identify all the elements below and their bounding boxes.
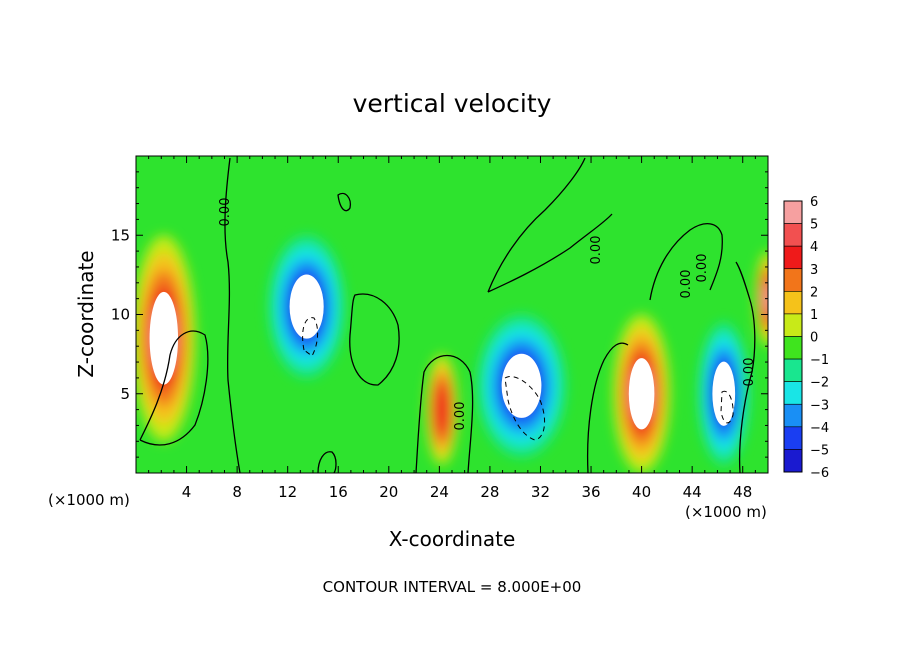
zero-contour-line (735, 261, 756, 473)
x-tick-label: 36 (581, 483, 600, 501)
contour-label: 0.00 (679, 270, 694, 299)
contour-label: 0.00 (695, 254, 710, 283)
y-tick-label: 5 (120, 385, 130, 403)
chart-title: vertical velocity (353, 89, 552, 118)
colorbar-swatch (783, 426, 803, 450)
colorbar-label: −5 (810, 443, 829, 458)
dashed-contour-line (302, 317, 319, 357)
x-axis: 4 8 12 16 20 24 28 32 36 40 44 48 (148, 156, 756, 501)
y-axis: 5 10 15 (111, 171, 768, 458)
colorbar-label: −4 (810, 421, 829, 436)
x-unit-label: (×1000 m) (48, 491, 130, 509)
contour-label: 0.00 (453, 402, 468, 431)
x-tick-label: 28 (480, 483, 499, 501)
x-tick-label: 24 (430, 483, 449, 501)
contour-label: 0.00 (589, 236, 604, 265)
colorbar-label: −6 (810, 466, 829, 481)
velocity-cell-core (628, 358, 655, 430)
colorbar-swatch (783, 381, 803, 405)
colorbar-swatch (783, 291, 803, 315)
x-tick-label: 16 (329, 483, 348, 501)
colorbar-swatch (783, 223, 803, 247)
colorbar-swatch (783, 200, 803, 224)
x-tick-label: 48 (733, 483, 752, 501)
dashed-contour-line (720, 390, 734, 424)
x-tick-label: 8 (232, 483, 242, 501)
zero-contour-line (317, 451, 337, 473)
x-tick-label: 44 (683, 483, 702, 501)
velocity-cell-core (501, 353, 542, 418)
x-tick-label: 12 (278, 483, 297, 501)
y-axis-label: Z-coordinate (74, 250, 98, 377)
x-tick-label: 40 (632, 483, 651, 501)
velocity-field (136, 235, 768, 473)
velocity-cell-core (289, 274, 324, 339)
colorbar-swatch (783, 403, 803, 428)
contour-label: 0.00 (218, 198, 233, 227)
x-unit-label-right: (×1000 m) (685, 503, 767, 521)
colorbar-swatch (783, 268, 803, 292)
colorbar-label: 6 (810, 195, 818, 210)
colorbar-swatch (783, 336, 803, 360)
colorbar-label: 3 (810, 263, 818, 278)
colorbar-swatch (783, 449, 803, 473)
zero-contour-line (224, 157, 241, 473)
dashed-contour-line (504, 376, 546, 441)
zero-contour-line (415, 355, 474, 473)
zero-contour-line (337, 192, 351, 212)
y-tick-label: 15 (111, 226, 130, 244)
x-tick-label: 4 (182, 483, 192, 501)
colorbar: 6 5 4 3 2 1 0 −1 −2 −3 −4 −5 −6 (783, 195, 829, 481)
contour-interval-note: CONTOUR INTERVAL = 8.000E+00 (323, 578, 582, 596)
zero-contour-line (587, 342, 629, 473)
zero-contour-line (139, 330, 209, 446)
zero-contours: 0.00 0.00 0.00 0.00 0.00 0.00 (139, 157, 757, 473)
velocity-cell (436, 391, 447, 428)
colorbar-label: −3 (810, 398, 829, 413)
colorbar-label: 2 (810, 285, 818, 300)
colorbar-label: 5 (810, 218, 818, 233)
velocity-cell-core (712, 361, 736, 426)
zero-contour-line (649, 223, 723, 301)
colorbar-swatch (783, 245, 803, 270)
colorbar-label: −1 (810, 353, 829, 368)
colorbar-label: 4 (810, 240, 818, 255)
x-tick-label: 20 (379, 483, 398, 501)
x-tick-label: 32 (531, 483, 550, 501)
contour-label: 0.00 (742, 358, 757, 387)
colorbar-label: −2 (810, 376, 829, 391)
plot-area: 0.00 0.00 0.00 0.00 0.00 0.00 4 8 12 16 20 24… (111, 155, 769, 501)
zero-contour-line (349, 293, 400, 386)
colorbar-label: 1 (810, 308, 818, 323)
colorbar-frame (783, 200, 803, 473)
zero-contour-line (487, 157, 613, 293)
colorbar-swatch (783, 358, 803, 382)
velocity-cell-core (149, 291, 179, 385)
colorbar-swatch (783, 313, 803, 337)
y-tick-label: 10 (111, 306, 130, 324)
colorbar-label: 0 (810, 331, 818, 346)
x-axis-label: X-coordinate (389, 527, 516, 551)
